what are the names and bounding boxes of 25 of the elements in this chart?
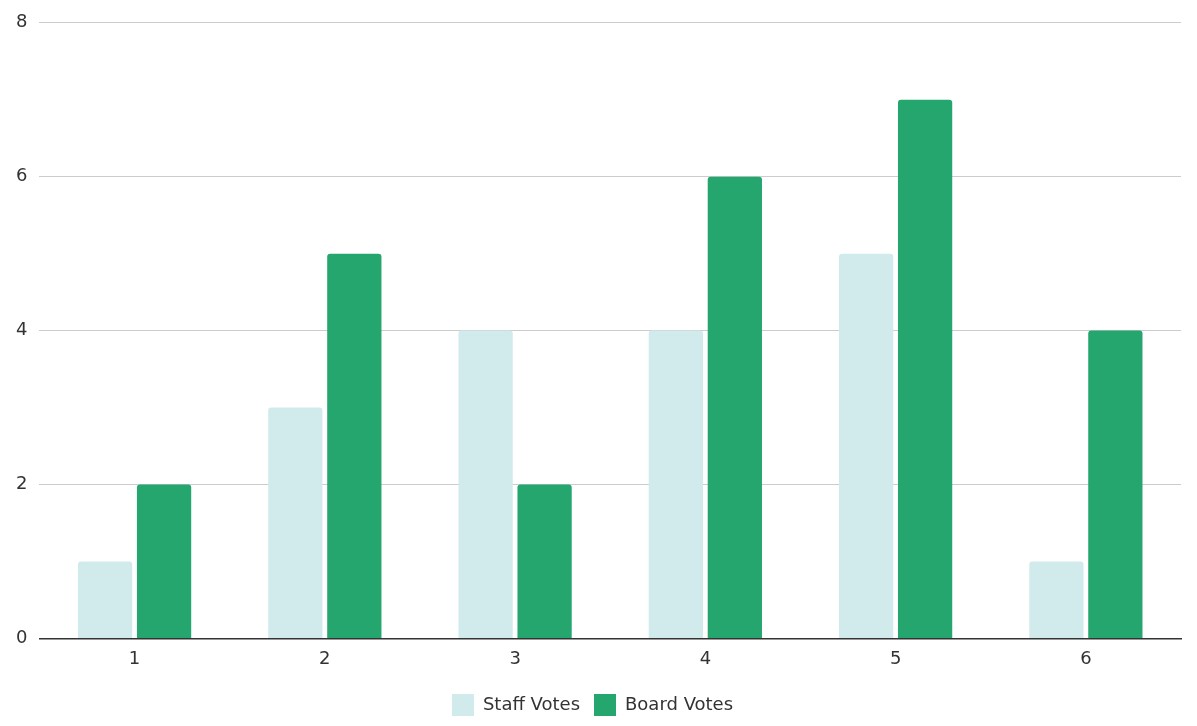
bar xyxy=(268,407,323,638)
bar xyxy=(1088,330,1143,638)
y-tick-label: 4 xyxy=(16,318,28,340)
x-tick-label: 3 xyxy=(509,646,521,668)
legend-label: Board Votes xyxy=(625,692,734,714)
bar xyxy=(327,253,382,638)
bar xyxy=(707,176,762,638)
legend-label: Staff Votes xyxy=(482,692,581,714)
bar xyxy=(838,253,894,638)
x-tick-label: 4 xyxy=(699,646,712,668)
y-tick-label: 8 xyxy=(16,10,28,32)
bar xyxy=(77,561,133,638)
bar xyxy=(458,330,513,638)
y-tick-label: 0 xyxy=(16,626,28,648)
bar xyxy=(1029,561,1084,638)
x-tick-label: 6 xyxy=(1080,646,1092,668)
bar xyxy=(648,330,703,638)
bar xyxy=(517,484,572,638)
x-tick-label: 5 xyxy=(889,646,902,668)
bar xyxy=(136,484,192,638)
y-tick-label: 2 xyxy=(16,472,28,494)
x-tick-label: 2 xyxy=(319,646,331,668)
bar xyxy=(897,99,953,638)
y-tick-label: 6 xyxy=(16,164,28,186)
x-tick-label: 1 xyxy=(128,646,141,668)
